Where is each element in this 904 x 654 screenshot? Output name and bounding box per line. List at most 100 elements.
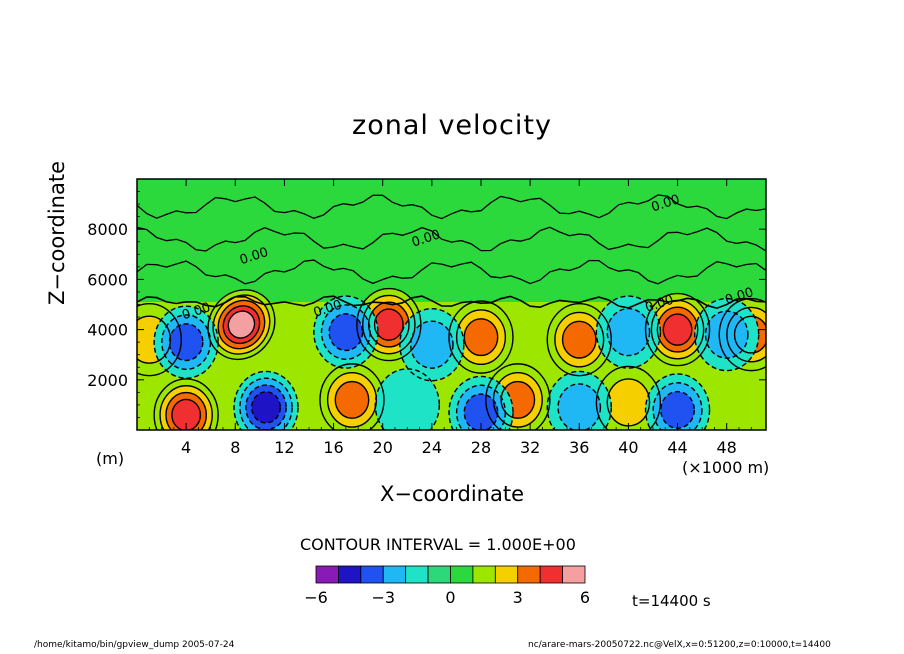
- contour-14-3: [463, 393, 499, 430]
- zero-contour-line: [137, 295, 766, 310]
- y-tick-label: 6000: [87, 270, 128, 289]
- contour-10-2: [726, 306, 766, 363]
- colorbar-swatch: [517, 565, 541, 584]
- contour-13-1: [313, 295, 379, 369]
- x-tick-label: 36: [569, 438, 589, 457]
- contour-0-3: [217, 299, 266, 350]
- contour-4-3: [463, 318, 499, 357]
- x-tick-label: 48: [717, 438, 737, 457]
- colorbar-tick-label: −6: [304, 588, 328, 607]
- feature-12-level-3: [169, 323, 203, 361]
- upper-contour-2: [137, 194, 766, 220]
- x-tick-label: 44: [667, 438, 687, 457]
- contour-18-1: [399, 307, 465, 382]
- contour-17-1: [693, 297, 760, 372]
- time-label: t=14400 s: [632, 592, 711, 610]
- feature-19-level-2: [607, 308, 650, 356]
- feature-8: [596, 366, 661, 430]
- feature-3-level-4: [663, 314, 692, 346]
- contour-13-2: [320, 304, 371, 360]
- contour-6-2: [554, 311, 605, 368]
- feature-12: [154, 306, 219, 379]
- feature-20-level-1: [375, 368, 440, 430]
- colorbar-swatch: [382, 565, 407, 584]
- colorbar-tick-label: −3: [371, 588, 395, 607]
- contour-5-3: [334, 380, 370, 419]
- colorbar: −6 −3 0 3 6: [304, 565, 590, 607]
- feature-11-level-4: [251, 391, 281, 423]
- contour-11-4: [251, 391, 281, 424]
- feature-13: [313, 296, 378, 369]
- contour-3-3: [656, 306, 699, 353]
- colorbar-swatch: [494, 565, 519, 584]
- y-axis-unit: (m): [96, 449, 125, 468]
- colorbar-swatch: [360, 565, 384, 584]
- contour-2-2: [362, 294, 416, 355]
- colorbar-swatch: [539, 565, 563, 584]
- contour-3-4: [662, 313, 693, 346]
- contour-9-2: [137, 315, 172, 364]
- feature-13-level-3: [329, 313, 363, 351]
- y-axis-label: Z−coordinate: [45, 161, 69, 305]
- x-tick-label: 40: [618, 438, 638, 457]
- contour-20-1: [374, 368, 440, 430]
- colorbar-swatch: [562, 565, 586, 584]
- feature-0-level-5: [228, 311, 255, 339]
- contour-19-1: [595, 295, 662, 369]
- contour-14-1: [448, 375, 514, 430]
- contour-12-1: [153, 305, 219, 379]
- x-tick-label: 24: [422, 438, 442, 457]
- contour-13-3: [328, 313, 364, 352]
- y-tick-label: 2000: [87, 371, 128, 390]
- contour-interval-label: CONTOUR INTERVAL = 1.000E+00: [300, 535, 576, 554]
- x-tick-label: 28: [471, 438, 491, 457]
- contour-17-2: [704, 310, 749, 359]
- x-axis-unit: (×1000 m): [682, 458, 770, 477]
- feature-16: [547, 371, 612, 430]
- colorbar-tick-label: 3: [513, 588, 523, 607]
- footer-source-path: /home/kitamo/bin/gpview_dump 2005-07-24: [34, 640, 235, 650]
- contour-0-5: [227, 310, 256, 339]
- contour-0-2: [212, 294, 271, 355]
- feature-18: [399, 308, 464, 381]
- y-tick-label: 4000: [87, 321, 128, 340]
- contour-8-1: [595, 365, 662, 430]
- chart-title: zonal velocity: [352, 110, 552, 141]
- contour-11-2: [239, 377, 293, 430]
- x-axis-label: X−coordinate: [380, 482, 524, 506]
- contour-0-4: [222, 305, 261, 345]
- contour-11-1: [233, 370, 299, 430]
- colorbar-tick-label: 0: [445, 588, 455, 607]
- x-tick-label: 32: [520, 438, 540, 457]
- upper-contour-1: [137, 226, 766, 252]
- contour-10-1: [718, 297, 766, 372]
- x-tick-label: 8: [230, 438, 240, 457]
- colorbar-swatch: [405, 565, 429, 584]
- colorbar-tick-label: 6: [580, 588, 590, 607]
- colorbar-swatch: [427, 565, 451, 584]
- contour-1-1: [153, 378, 219, 430]
- feature-1-level-4: [171, 399, 201, 430]
- contour-6-3: [561, 320, 597, 359]
- contour-14-2: [455, 384, 507, 430]
- feature-2-level-4: [374, 309, 404, 341]
- contour-9-1: [137, 302, 182, 377]
- feature-4-level-3: [464, 318, 498, 356]
- contour-2-4: [373, 308, 404, 341]
- contour-1-4: [171, 398, 202, 430]
- x-tick-label: 16: [323, 438, 343, 457]
- contour-16-1: [546, 370, 612, 430]
- contour-5-2: [326, 372, 378, 428]
- feature-16-level-2: [558, 383, 601, 430]
- x-tick-label: 20: [373, 438, 393, 457]
- y-axis-ticks: 2000 4000 6000 8000: [87, 191, 766, 418]
- footer-dataset: nc/arare-mars-20050722.nc@VelX,x=0:51200…: [528, 640, 831, 650]
- feature-18-level-2: [410, 321, 454, 369]
- contour-lines: 0.000.000.000.000.00 0.000.00: [137, 192, 766, 430]
- contour-16-2: [557, 383, 602, 430]
- feature-20: [375, 368, 440, 430]
- contour-10-3: [733, 315, 766, 354]
- feature-8-level-2: [607, 378, 650, 426]
- feature-5-level-3: [335, 381, 369, 419]
